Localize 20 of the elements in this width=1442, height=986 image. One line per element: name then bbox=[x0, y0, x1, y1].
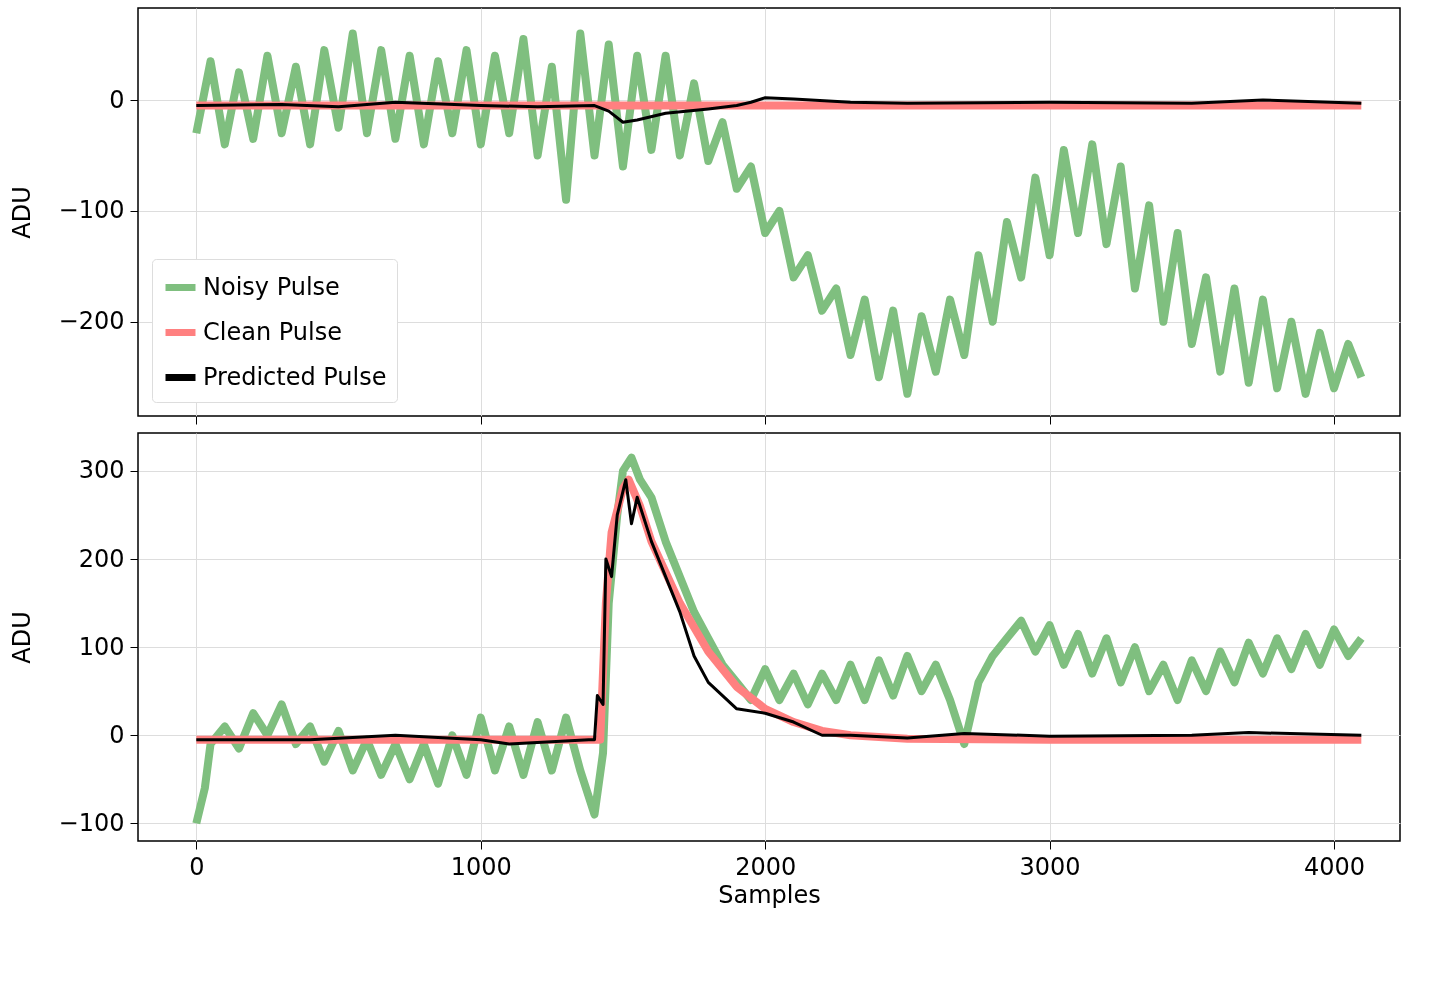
legend-label: Clean Pulse bbox=[203, 317, 342, 346]
legend-label: Noisy Pulse bbox=[203, 272, 340, 301]
y-axis-title: ADU bbox=[7, 186, 36, 239]
y-tick-label: −100 bbox=[58, 808, 125, 837]
x-tick-label: 2000 bbox=[735, 852, 797, 881]
x-tick-label: 0 bbox=[189, 852, 205, 881]
y-tick-label: 200 bbox=[78, 544, 125, 573]
x-tick-label: 3000 bbox=[1019, 852, 1081, 881]
y-tick-label: 300 bbox=[78, 456, 125, 485]
x-axis-title: Samples bbox=[718, 880, 821, 909]
line-series bbox=[194, 96, 1363, 124]
y-tick-label: 100 bbox=[78, 632, 125, 661]
y-tick-label: −200 bbox=[58, 307, 125, 336]
legend-label: Predicted Pulse bbox=[203, 362, 387, 391]
y-axis-title: ADU bbox=[7, 611, 36, 664]
y-tick-label: 0 bbox=[109, 720, 125, 749]
y-tick-label: −100 bbox=[58, 196, 125, 225]
x-tick-label: 1000 bbox=[450, 852, 512, 881]
x-tick-label: 4000 bbox=[1303, 852, 1366, 881]
y-tick-label: 0 bbox=[109, 85, 125, 114]
